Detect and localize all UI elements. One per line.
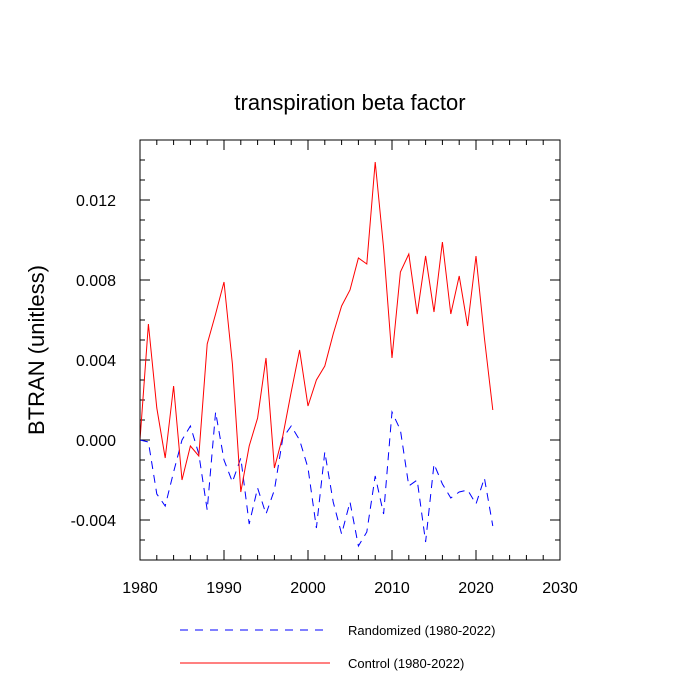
y-tick-label: -0.004 — [71, 513, 116, 530]
tick-labels: 1980 1990 2000 2010 2020 2030 -0.004 0.000 0.004… — [71, 193, 578, 597]
axis-ticks — [139, 139, 561, 561]
x-tick-label: 1990 — [206, 580, 242, 597]
x-tick-label: 2030 — [542, 580, 578, 597]
y-tick-label: 0.008 — [76, 273, 116, 290]
legend: Randomized (1980-2022) Control (1980-2022… — [180, 623, 495, 671]
series-line-control — [139, 161, 494, 493]
legend-label-control: Control (1980-2022) — [348, 656, 464, 671]
y-tick-label: 0.000 — [76, 433, 116, 450]
chart-title: transpiration beta factor — [234, 90, 465, 115]
legend-label-randomized: Randomized (1980-2022) — [348, 623, 495, 638]
y-tick-label: 0.004 — [76, 353, 116, 370]
x-tick-label: 2010 — [374, 580, 410, 597]
y-axis-label: BTRAN (unitless) — [24, 265, 49, 435]
x-tick-label: 2020 — [458, 580, 494, 597]
plot-frame — [139, 139, 561, 561]
y-tick-label: 0.012 — [76, 193, 116, 210]
series-layer — [139, 161, 494, 548]
x-tick-label: 1980 — [122, 580, 158, 597]
series-line-randomized — [139, 410, 494, 548]
x-tick-label: 2000 — [290, 580, 326, 597]
